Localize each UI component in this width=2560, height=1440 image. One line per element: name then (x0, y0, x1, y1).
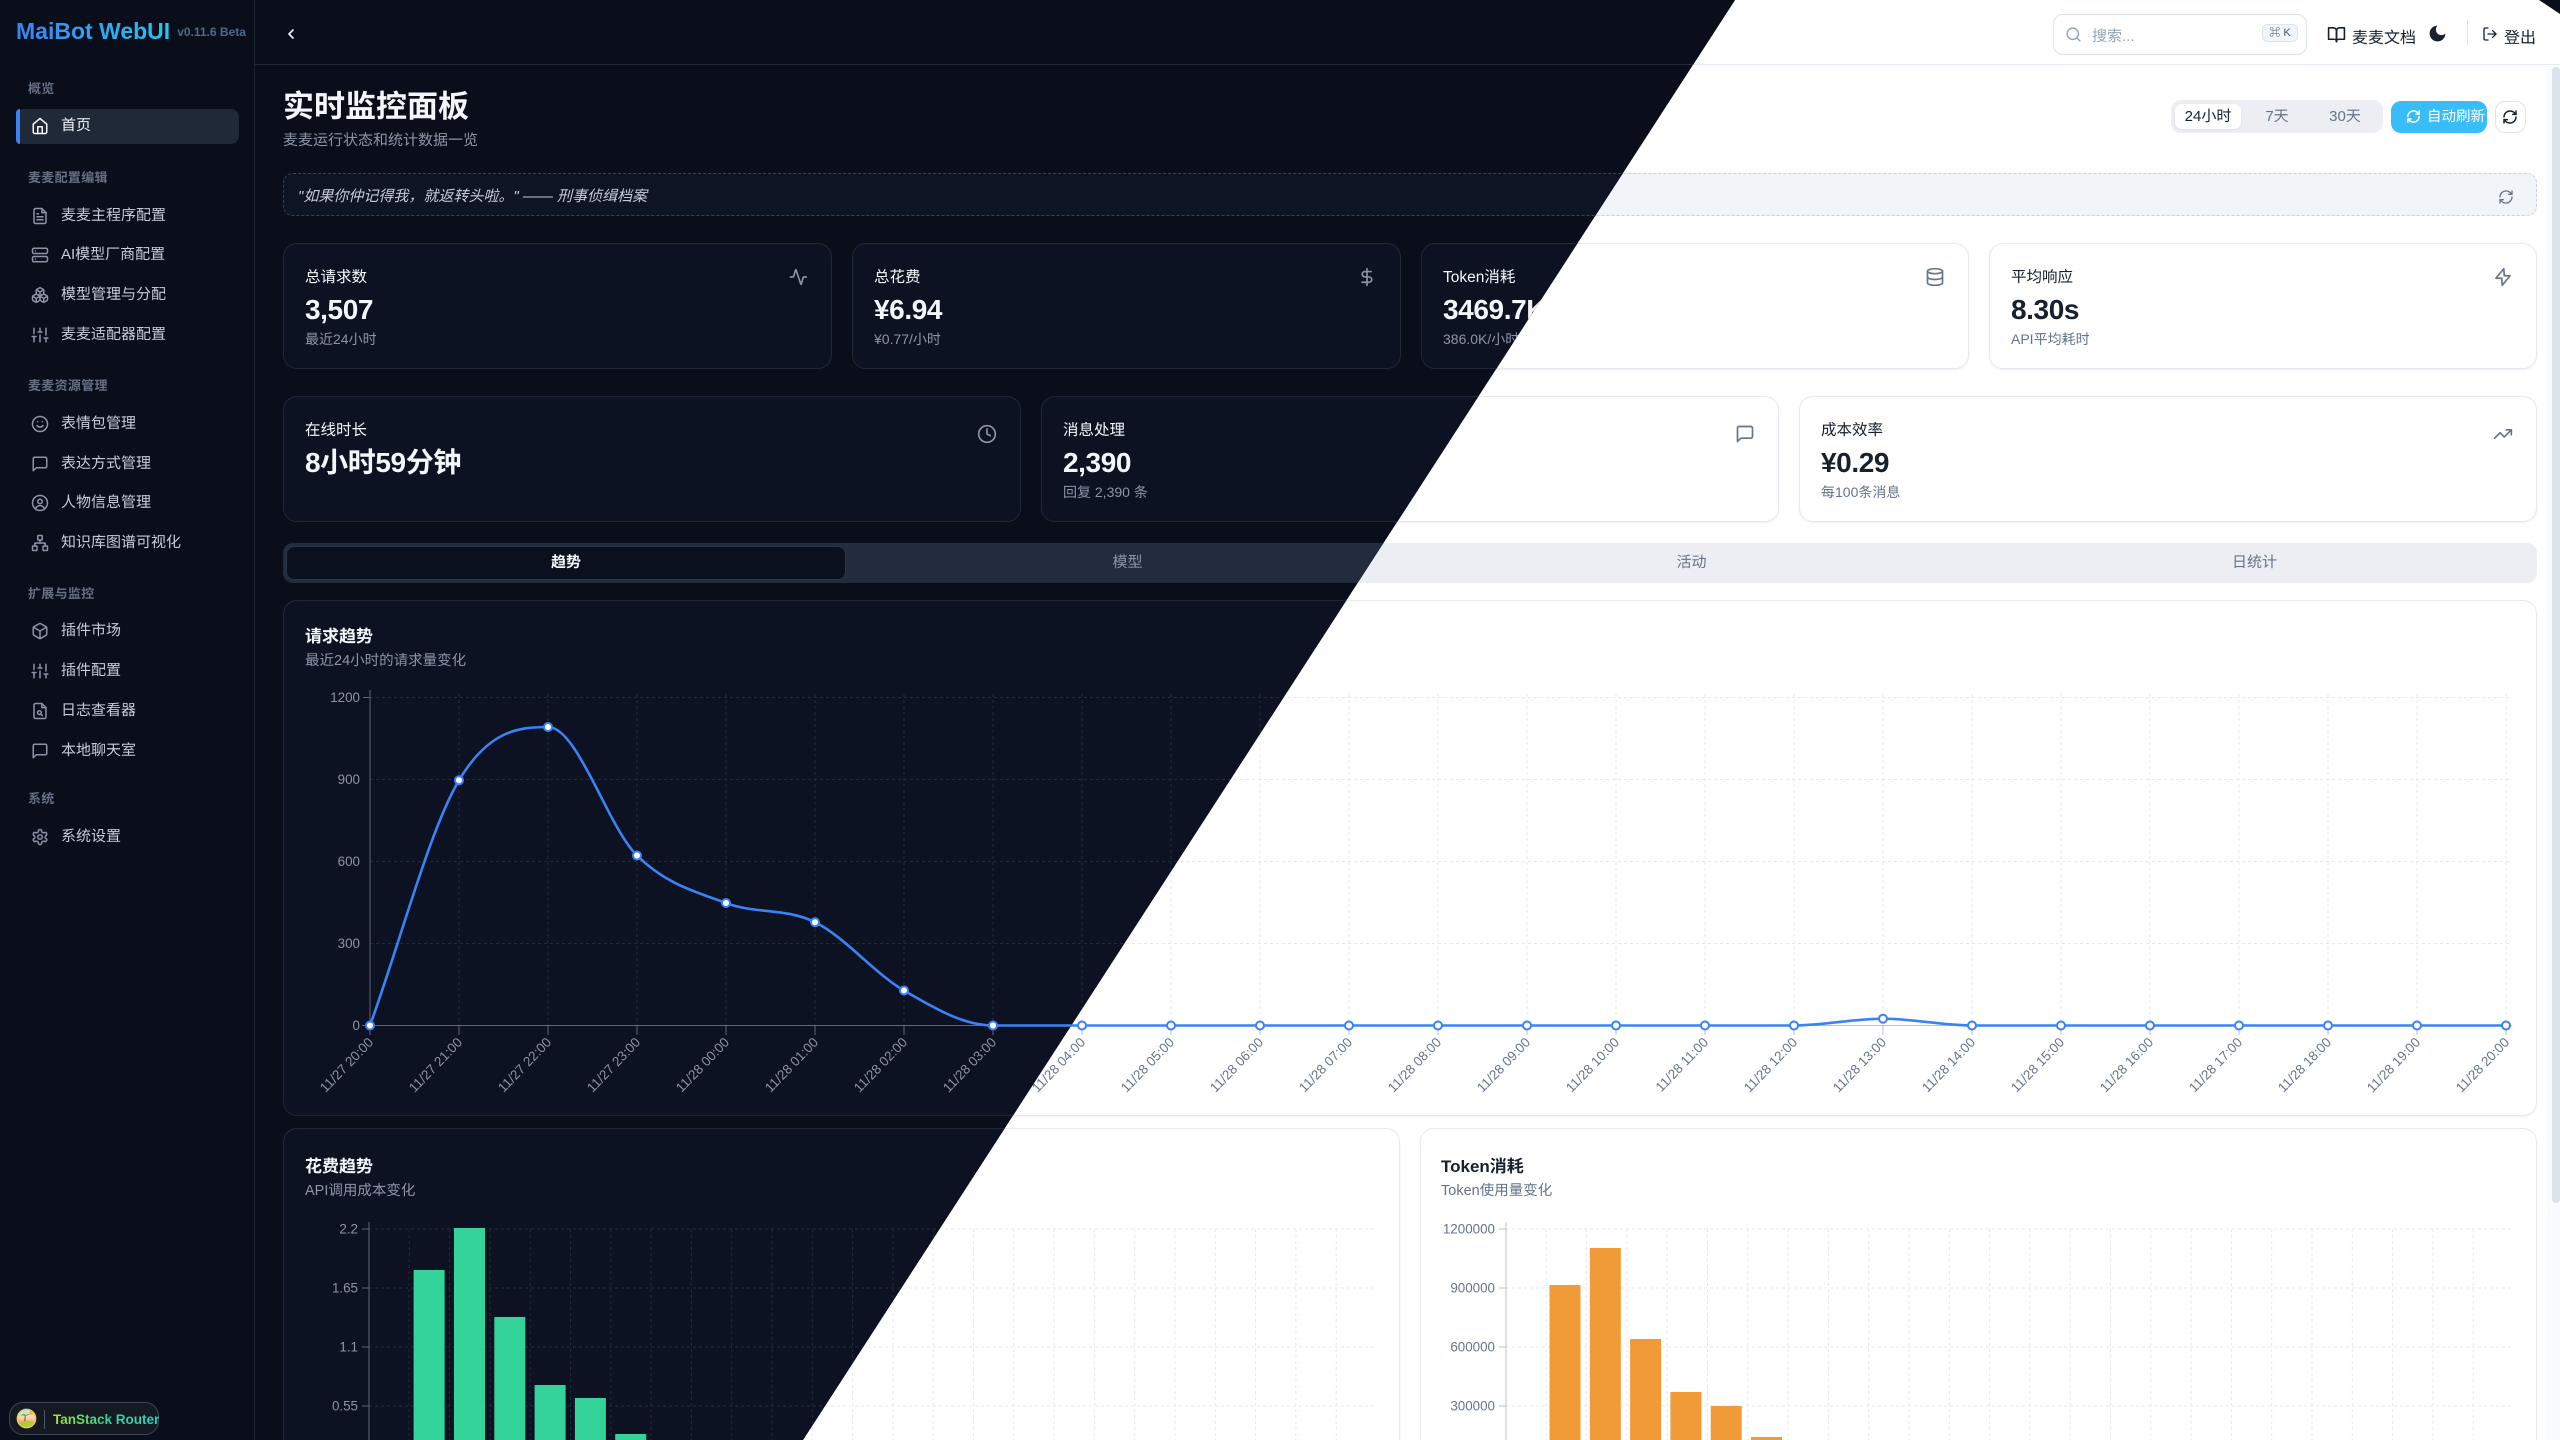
svg-text:0: 0 (353, 1018, 360, 1033)
svg-text:11/28 06:00: 11/28 06:00 (1207, 1035, 1266, 1096)
svg-text:11/28 19:00: 11/28 19:00 (2364, 1035, 2423, 1096)
svg-text:2.2: 2.2 (339, 1222, 358, 1237)
svg-text:900000: 900000 (1450, 1281, 1495, 1296)
svg-text:300: 300 (338, 936, 360, 951)
svg-text:11/28 16:00: 11/28 16:00 (2097, 1035, 2156, 1096)
svg-text:11/27 21:00: 11/27 21:00 (406, 1035, 465, 1096)
svg-text:11/28 02:00: 11/28 02:00 (851, 1035, 910, 1096)
svg-text:11/27 22:00: 11/27 22:00 (495, 1035, 554, 1096)
svg-text:11/28 18:00: 11/28 18:00 (2275, 1035, 2334, 1096)
svg-text:11/28 20:00: 11/28 20:00 (2453, 1035, 2512, 1096)
svg-text:11/27 23:00: 11/27 23:00 (584, 1035, 643, 1096)
svg-text:1.65: 1.65 (332, 1281, 358, 1296)
svg-text:11/28 17:00: 11/28 17:00 (2186, 1035, 2245, 1096)
svg-text:11/28 11:00: 11/28 11:00 (1653, 1035, 1712, 1095)
svg-text:0.55: 0.55 (332, 1399, 358, 1414)
svg-text:11/28 13:00: 11/28 13:00 (1830, 1035, 1889, 1096)
svg-text:11/28 07:00: 11/28 07:00 (1296, 1035, 1355, 1096)
svg-text:11/28 10:00: 11/28 10:00 (1563, 1035, 1622, 1096)
svg-text:11/28 14:00: 11/28 14:00 (1919, 1035, 1978, 1096)
svg-text:11/28 03:00: 11/28 03:00 (940, 1035, 999, 1096)
svg-text:1200000: 1200000 (1443, 1222, 1495, 1237)
svg-text:600: 600 (338, 854, 360, 869)
svg-text:11/27 20:00: 11/27 20:00 (317, 1035, 376, 1096)
svg-text:900: 900 (338, 772, 360, 787)
svg-text:11/28 08:00: 11/28 08:00 (1385, 1035, 1444, 1096)
svg-text:600000: 600000 (1450, 1340, 1495, 1355)
svg-text:1.1: 1.1 (339, 1340, 358, 1355)
svg-text:11/28 12:00: 11/28 12:00 (1741, 1035, 1800, 1096)
svg-text:1200: 1200 (330, 690, 360, 705)
svg-text:11/28 00:00: 11/28 00:00 (673, 1035, 732, 1096)
svg-text:11/28 15:00: 11/28 15:00 (2008, 1035, 2067, 1096)
svg-text:11/28 05:00: 11/28 05:00 (1118, 1035, 1177, 1096)
svg-text:300000: 300000 (1450, 1399, 1495, 1414)
svg-text:11/28 09:00: 11/28 09:00 (1474, 1035, 1533, 1096)
svg-text:11/28 01:00: 11/28 01:00 (762, 1035, 821, 1096)
